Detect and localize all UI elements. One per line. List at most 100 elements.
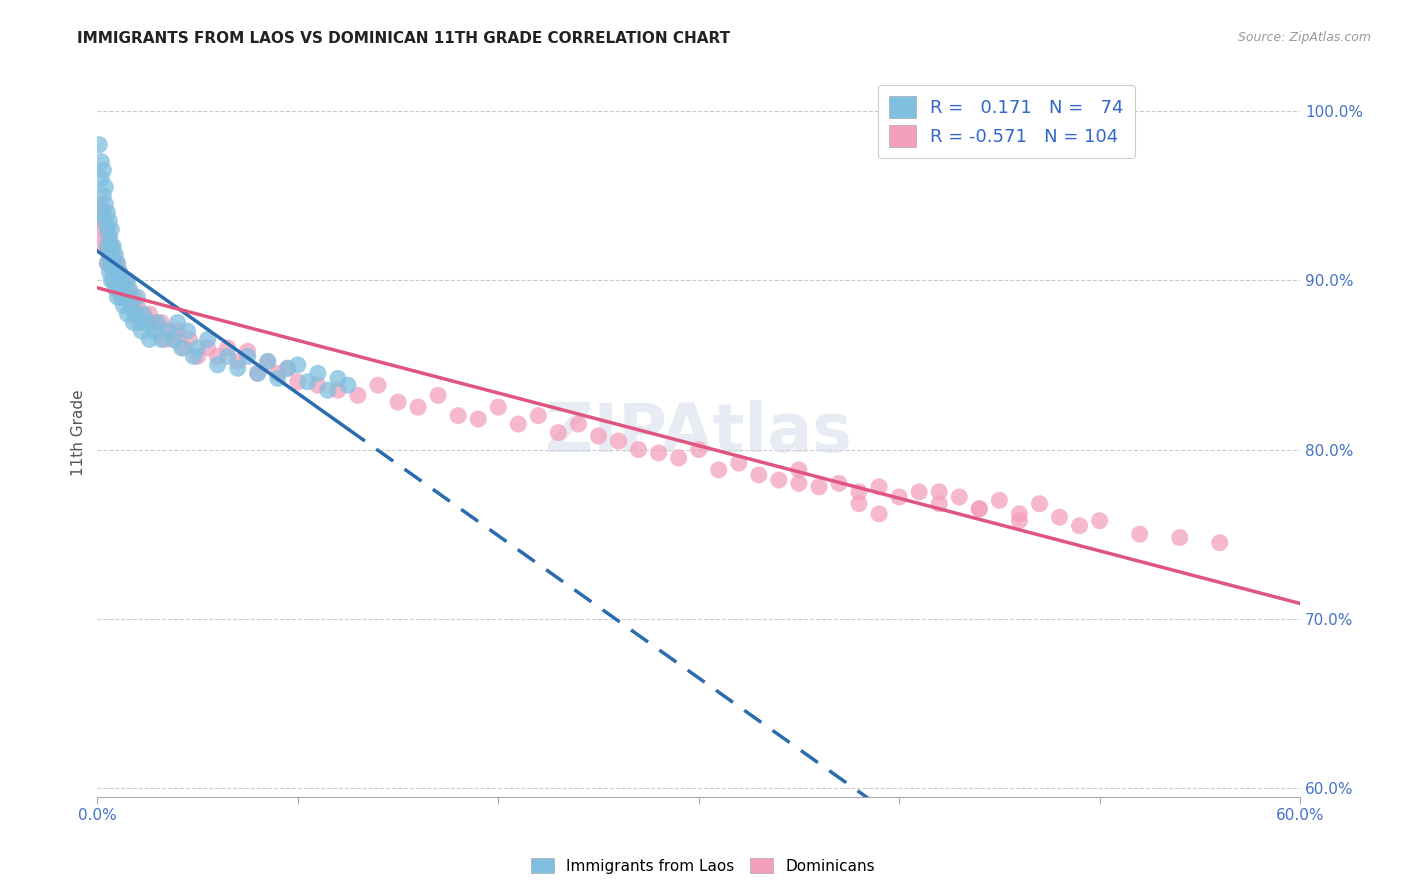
Point xyxy=(96,205,118,219)
Point xyxy=(406,400,429,414)
Point xyxy=(131,324,153,338)
Point xyxy=(90,214,112,228)
Point xyxy=(100,222,122,236)
Point xyxy=(256,354,278,368)
Point xyxy=(347,388,370,402)
Point xyxy=(217,350,239,364)
Point xyxy=(138,307,160,321)
Point xyxy=(98,265,121,279)
Point xyxy=(136,316,159,330)
Point xyxy=(179,333,201,347)
Point xyxy=(103,239,125,253)
Point xyxy=(138,333,160,347)
Point xyxy=(908,484,931,499)
Point xyxy=(668,450,690,465)
Point xyxy=(89,197,111,211)
Point xyxy=(98,248,121,262)
Point xyxy=(1209,535,1232,549)
Point xyxy=(336,378,359,392)
Point xyxy=(110,273,132,287)
Point xyxy=(100,239,122,253)
Point xyxy=(89,137,111,152)
Point xyxy=(807,480,830,494)
Point xyxy=(105,273,128,287)
Point xyxy=(236,344,259,359)
Point xyxy=(427,388,450,402)
Point xyxy=(93,163,115,178)
Point xyxy=(256,354,278,368)
Point xyxy=(117,307,139,321)
Point xyxy=(98,214,121,228)
Y-axis label: 11th Grade: 11th Grade xyxy=(72,389,86,476)
Point xyxy=(96,222,118,236)
Point xyxy=(96,239,118,253)
Point xyxy=(287,375,309,389)
Point xyxy=(173,341,195,355)
Point xyxy=(1168,531,1191,545)
Point xyxy=(146,324,169,338)
Point xyxy=(187,350,209,364)
Point xyxy=(887,490,910,504)
Point xyxy=(98,248,121,262)
Point xyxy=(197,333,219,347)
Point xyxy=(117,273,139,287)
Point xyxy=(1069,518,1091,533)
Point xyxy=(647,446,669,460)
Point xyxy=(588,429,610,443)
Point xyxy=(94,231,117,245)
Point xyxy=(98,231,121,245)
Point xyxy=(207,358,229,372)
Text: Source: ZipAtlas.com: Source: ZipAtlas.com xyxy=(1237,31,1371,45)
Point xyxy=(112,299,135,313)
Point xyxy=(120,299,142,313)
Point xyxy=(969,501,991,516)
Point xyxy=(150,333,173,347)
Point xyxy=(787,463,810,477)
Point xyxy=(1088,514,1111,528)
Point xyxy=(104,273,127,287)
Point xyxy=(316,384,339,398)
Point xyxy=(246,367,269,381)
Point xyxy=(104,265,127,279)
Point xyxy=(118,290,141,304)
Point xyxy=(486,400,509,414)
Point xyxy=(100,239,122,253)
Text: ZIPAtlas: ZIPAtlas xyxy=(546,400,852,466)
Point xyxy=(988,493,1011,508)
Point xyxy=(607,434,630,448)
Point xyxy=(246,367,269,381)
Point xyxy=(105,273,128,287)
Point xyxy=(108,282,131,296)
Point xyxy=(627,442,650,457)
Point xyxy=(1008,507,1031,521)
Text: IMMIGRANTS FROM LAOS VS DOMINICAN 11TH GRADE CORRELATION CHART: IMMIGRANTS FROM LAOS VS DOMINICAN 11TH G… xyxy=(77,31,731,46)
Point xyxy=(848,497,870,511)
Point xyxy=(124,307,146,321)
Point xyxy=(105,256,128,270)
Point xyxy=(508,417,530,431)
Point xyxy=(93,239,115,253)
Point xyxy=(159,324,181,338)
Point xyxy=(928,484,950,499)
Point xyxy=(120,299,142,313)
Point xyxy=(100,256,122,270)
Point xyxy=(94,180,117,194)
Point xyxy=(142,324,165,338)
Point xyxy=(118,282,141,296)
Point xyxy=(90,154,112,169)
Point xyxy=(1008,514,1031,528)
Point xyxy=(447,409,470,423)
Point xyxy=(267,367,290,381)
Point xyxy=(226,361,249,376)
Point xyxy=(114,290,136,304)
Point xyxy=(155,333,177,347)
Point xyxy=(1028,497,1050,511)
Point xyxy=(297,375,319,389)
Point xyxy=(142,316,165,330)
Point xyxy=(948,490,970,504)
Point xyxy=(146,316,169,330)
Point xyxy=(103,273,125,287)
Point xyxy=(187,341,209,355)
Point xyxy=(124,307,146,321)
Point xyxy=(166,316,188,330)
